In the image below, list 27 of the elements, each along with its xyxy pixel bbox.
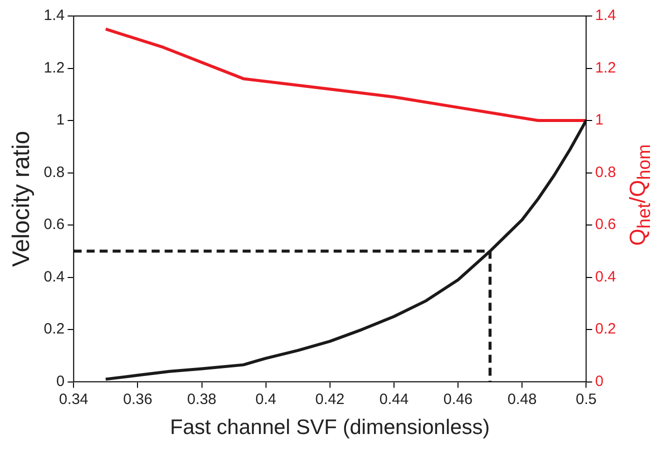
y-tick-label: 0: [56, 372, 65, 390]
y-tick-label: 0.6: [44, 216, 65, 234]
y-tick-label: 0.2: [44, 320, 65, 338]
x-tick-label: 0.36: [123, 390, 152, 408]
x-tick-label: 0.44: [379, 390, 409, 408]
y-tick-label: 0.4: [44, 268, 65, 286]
x-tick-label: 0.5: [576, 390, 597, 408]
y2-tick-label: 1.4: [595, 7, 616, 24]
y-tick-label: 0.8: [44, 164, 65, 181]
x-tick-label: 0.46: [443, 390, 473, 408]
x-axis-title: Fast channel SVF (dimensionless): [170, 416, 490, 440]
y2-tick-label: 0.2: [595, 320, 616, 338]
y-tick-label: 1.2: [44, 59, 65, 76]
x-tick-label: 0.48: [507, 390, 537, 408]
y2-tick-label: 0.8: [595, 164, 616, 181]
x-tick-label: 0.4: [255, 390, 276, 408]
y2-tick-label: 0.6: [595, 216, 616, 234]
x-tick-label: 0.38: [187, 390, 216, 408]
y2-tick-label: 0.4: [595, 268, 616, 286]
y2-tick-label: 1.2: [595, 59, 616, 76]
y-tick-label: 1.4: [44, 7, 65, 24]
y2-tick-label: 1: [595, 112, 604, 129]
x-tick-label: 0.34: [59, 390, 88, 408]
y-axis-title: Velocity ratio: [8, 130, 36, 267]
x-tick-label: 0.42: [315, 390, 344, 408]
y2-tick-label: 0: [595, 372, 604, 390]
y-tick-label: 1: [56, 112, 65, 129]
